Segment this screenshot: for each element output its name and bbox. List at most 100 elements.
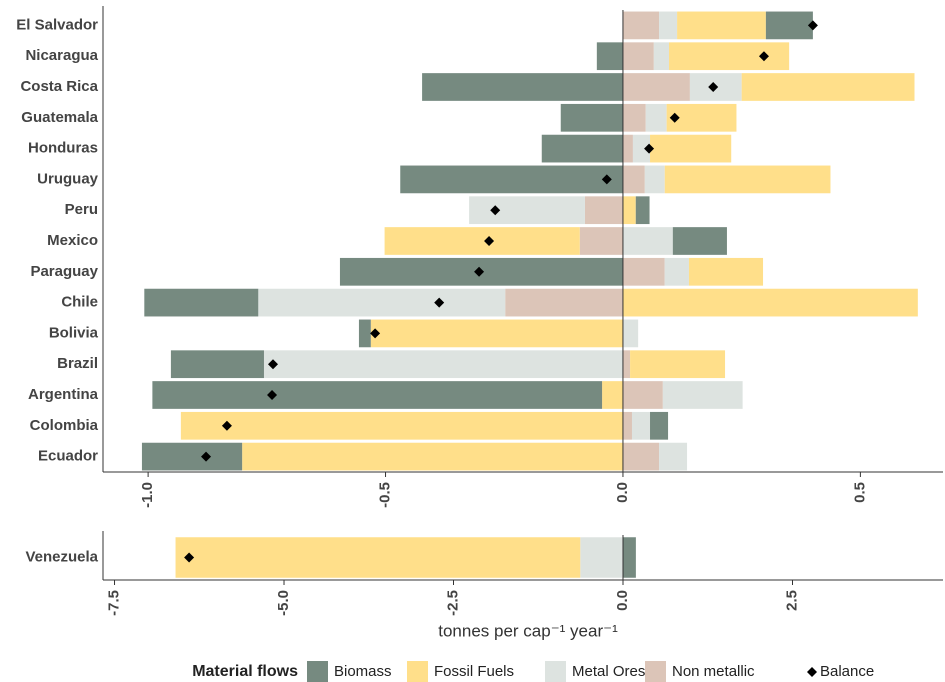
bar xyxy=(653,42,670,71)
x-tick-label: -5.0 xyxy=(275,590,292,616)
bar xyxy=(580,537,623,578)
bar xyxy=(560,103,623,132)
category-label: Bolivia xyxy=(49,324,99,341)
bar xyxy=(144,288,259,317)
bar xyxy=(659,442,688,471)
category-label: Argentina xyxy=(28,386,99,403)
bar xyxy=(622,42,654,71)
bar xyxy=(180,411,623,440)
bar xyxy=(765,11,813,40)
bar xyxy=(664,165,831,194)
category-label: Uruguay xyxy=(37,170,99,187)
x-tick-label: -0.5 xyxy=(377,482,394,508)
bar xyxy=(631,411,651,440)
bar xyxy=(632,134,651,163)
x-axis-label: tonnes per cap⁻¹ year⁻¹ xyxy=(438,621,618,640)
legend-label: Balance xyxy=(820,663,874,680)
category-label: Colombia xyxy=(30,417,99,434)
bar xyxy=(622,381,663,409)
legend-marker xyxy=(807,667,817,677)
x-tick-label: -1.0 xyxy=(139,482,156,508)
bar xyxy=(650,411,669,440)
bar xyxy=(623,537,636,578)
x-tick-label: 0.0 xyxy=(614,590,631,611)
balance-marker xyxy=(490,205,501,216)
category-label: Guatemala xyxy=(21,109,98,126)
balance-marker xyxy=(807,20,818,31)
bar xyxy=(469,196,585,225)
bar xyxy=(622,227,673,255)
balance-marker xyxy=(484,236,495,246)
bar xyxy=(622,411,632,440)
legend-label: Fossil Fuels xyxy=(434,663,514,680)
category-label: Mexico xyxy=(47,232,98,249)
balance-marker xyxy=(669,112,680,123)
x-tick-label: 0.5 xyxy=(851,482,868,503)
bar xyxy=(622,442,660,471)
legend-swatch xyxy=(645,661,666,682)
balance-marker xyxy=(708,82,719,92)
bar xyxy=(622,319,639,348)
bar xyxy=(579,227,623,255)
bar xyxy=(622,11,660,40)
bar xyxy=(650,134,732,163)
bar xyxy=(541,134,623,163)
legend-label: Biomass xyxy=(334,663,392,680)
balance-marker xyxy=(601,174,612,185)
bar xyxy=(635,196,650,225)
bar xyxy=(242,442,623,471)
category-label: Paraguay xyxy=(30,263,98,280)
legend-label: Metal Ores xyxy=(572,663,645,680)
bar xyxy=(505,288,623,317)
bar xyxy=(622,134,633,163)
balance-marker xyxy=(221,420,232,431)
bar xyxy=(741,73,915,101)
bar xyxy=(688,257,764,286)
bar xyxy=(384,227,580,255)
bar xyxy=(622,196,636,225)
x-tick-label: -7.5 xyxy=(105,590,122,616)
bar xyxy=(630,350,726,379)
bar xyxy=(622,350,631,379)
bar xyxy=(370,319,623,348)
x-tick-label: -2.5 xyxy=(444,590,461,616)
category-label: Nicaragua xyxy=(25,47,98,64)
bar xyxy=(672,227,727,255)
bar xyxy=(669,42,790,71)
legend-swatch xyxy=(545,661,566,682)
bar xyxy=(422,73,623,101)
category-label: Peru xyxy=(65,201,98,218)
balance-marker xyxy=(267,359,278,370)
balance-marker xyxy=(644,143,655,154)
bar xyxy=(596,42,623,71)
category-label: Costa Rica xyxy=(20,78,98,95)
bar xyxy=(141,442,243,471)
legend-label: Non metallic xyxy=(672,663,755,680)
balance-marker xyxy=(434,297,445,308)
bar xyxy=(258,288,506,317)
balance-marker xyxy=(758,51,769,62)
category-label: Venezuela xyxy=(25,548,98,565)
bar xyxy=(622,288,918,317)
bar xyxy=(644,165,665,194)
bar xyxy=(152,381,603,409)
balance-marker xyxy=(184,552,195,563)
bar xyxy=(622,103,646,132)
bar xyxy=(677,11,766,40)
legend-title: Material flows xyxy=(192,663,298,680)
category-label: Honduras xyxy=(28,140,98,157)
bar xyxy=(584,196,623,225)
bar xyxy=(622,165,645,194)
category-label: Chile xyxy=(61,294,98,311)
x-tick-label: 0.0 xyxy=(614,482,631,503)
bar xyxy=(664,257,689,286)
balance-marker xyxy=(267,390,278,400)
bar xyxy=(645,103,667,132)
bar xyxy=(263,350,623,379)
bar xyxy=(602,381,623,409)
bar xyxy=(622,257,665,286)
bar xyxy=(175,537,581,578)
bar xyxy=(659,11,678,40)
x-tick-label: 2.5 xyxy=(783,590,800,611)
